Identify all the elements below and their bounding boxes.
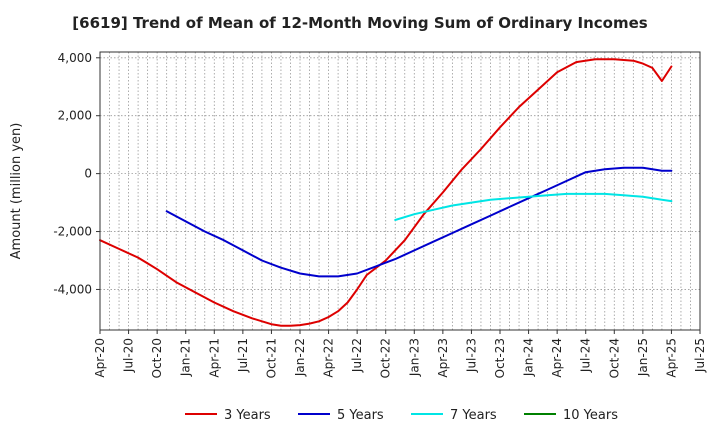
x-tick-label: Apr-21 bbox=[207, 338, 221, 378]
legend: 3 Years 5 Years 7 Years 10 Years bbox=[185, 408, 618, 423]
y-axis-ticks: 4,000 2,000 0 -2,000 -4,000 bbox=[53, 51, 100, 296]
x-tick-label: Oct-20 bbox=[150, 338, 164, 378]
x-tick-label: Jan-23 bbox=[407, 338, 421, 377]
y-tick-label: 0 bbox=[84, 167, 92, 181]
y-tick-label: 2,000 bbox=[58, 109, 92, 123]
plot-area-border bbox=[99, 51, 701, 331]
x-tick-label: Apr-24 bbox=[550, 338, 564, 378]
x-tick-label: Jan-25 bbox=[636, 338, 650, 377]
x-tick-label: Jul-24 bbox=[579, 338, 593, 373]
x-tick-label: Jan-22 bbox=[293, 338, 307, 377]
x-tick-label: Jul-20 bbox=[122, 338, 136, 373]
legend-label: 5 Years bbox=[337, 408, 384, 423]
y-tick-label: -2,000 bbox=[53, 225, 92, 239]
legend-item-5-years: 5 Years bbox=[298, 408, 384, 423]
y-tick-label: 4,000 bbox=[58, 51, 92, 65]
x-tick-label: Oct-23 bbox=[493, 338, 507, 378]
x-tick-label: Oct-24 bbox=[607, 338, 621, 378]
x-tick-label: Jul-21 bbox=[236, 338, 250, 373]
x-tick-label: Jan-21 bbox=[179, 338, 193, 377]
x-tick-label: Jul-25 bbox=[693, 338, 707, 373]
legend-label: 7 Years bbox=[450, 408, 497, 423]
series-line-5-years bbox=[165, 166, 673, 278]
series-line-7-years bbox=[394, 192, 673, 221]
x-tick-label: Oct-21 bbox=[264, 338, 278, 378]
x-tick-label: Apr-25 bbox=[664, 338, 678, 378]
chart-title: [6619] Trend of Mean of 12-Month Moving … bbox=[72, 14, 648, 32]
series-line-3-years bbox=[99, 58, 673, 327]
x-tick-label: Jul-22 bbox=[350, 338, 364, 373]
grid-lines bbox=[99, 52, 701, 330]
y-axis-title: Amount (million yen) bbox=[9, 123, 24, 260]
x-tick-label: Apr-20 bbox=[93, 338, 107, 378]
x-tick-label: Apr-23 bbox=[436, 338, 450, 378]
x-tick-label: Jul-23 bbox=[464, 338, 478, 373]
x-axis-ticks: Apr-20 Jul-20 Oct-20 Jan-21 Apr-21 Jul-21 Oct-… bbox=[93, 330, 707, 378]
legend-label: 10 Years bbox=[563, 408, 618, 423]
legend-label: 3 Years bbox=[224, 408, 271, 423]
x-tick-label: Apr-22 bbox=[322, 338, 336, 378]
legend-item-10-years: 10 Years bbox=[524, 408, 618, 423]
legend-item-7-years: 7 Years bbox=[411, 408, 497, 423]
x-tick-label: Jan-24 bbox=[522, 338, 536, 377]
series-lines bbox=[99, 58, 673, 327]
legend-item-3-years: 3 Years bbox=[185, 408, 271, 423]
y-tick-label: -4,000 bbox=[53, 282, 92, 296]
x-tick-label: Oct-22 bbox=[379, 338, 393, 378]
